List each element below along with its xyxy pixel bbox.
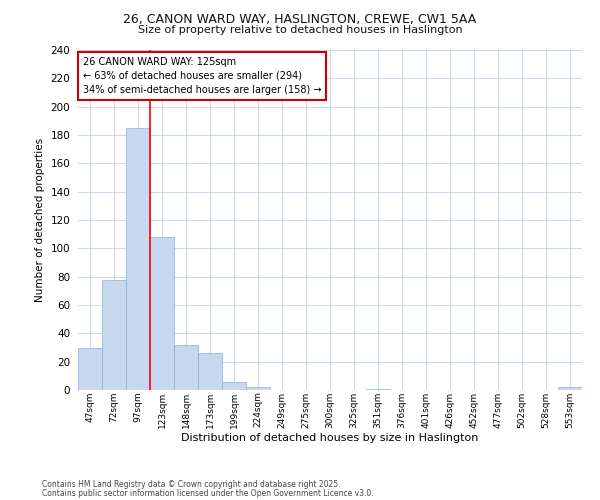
Bar [198, 353, 222, 390]
Bar [150, 237, 174, 390]
Bar [126, 128, 150, 390]
X-axis label: Distribution of detached houses by size in Haslington: Distribution of detached houses by size … [181, 434, 479, 444]
Bar [102, 280, 126, 390]
Bar [222, 382, 246, 390]
Text: 26 CANON WARD WAY: 125sqm
← 63% of detached houses are smaller (294)
34% of semi: 26 CANON WARD WAY: 125sqm ← 63% of detac… [83, 57, 322, 95]
Bar [78, 348, 102, 390]
Bar [558, 387, 582, 390]
Text: Size of property relative to detached houses in Haslington: Size of property relative to detached ho… [137, 25, 463, 35]
Y-axis label: Number of detached properties: Number of detached properties [35, 138, 45, 302]
Bar [174, 344, 198, 390]
Bar [246, 387, 270, 390]
Text: Contains public sector information licensed under the Open Government Licence v3: Contains public sector information licen… [42, 489, 374, 498]
Text: Contains HM Land Registry data © Crown copyright and database right 2025.: Contains HM Land Registry data © Crown c… [42, 480, 341, 489]
Bar [366, 388, 390, 390]
Text: 26, CANON WARD WAY, HASLINGTON, CREWE, CW1 5AA: 26, CANON WARD WAY, HASLINGTON, CREWE, C… [124, 12, 476, 26]
